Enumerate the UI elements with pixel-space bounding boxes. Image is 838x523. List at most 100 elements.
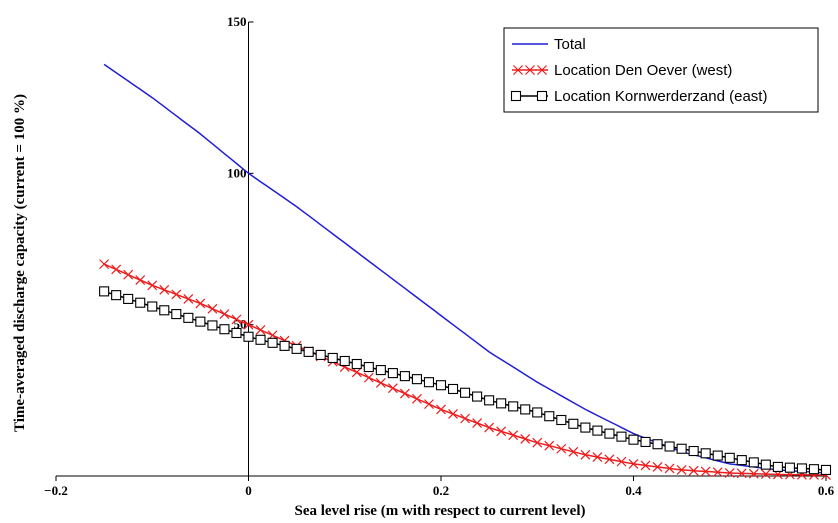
- data-point: [267, 337, 278, 348]
- data-point: [520, 433, 531, 444]
- data-point: [496, 398, 507, 409]
- x-tick-label: 0.6: [818, 483, 835, 498]
- data-point: [664, 441, 675, 452]
- data-point: [628, 434, 639, 445]
- data-point: [111, 264, 122, 275]
- data-point: [219, 324, 230, 335]
- x-axis-title: Sea level rise (m with respect to curren…: [294, 503, 585, 519]
- data-point: [580, 422, 591, 433]
- data-point: [123, 293, 134, 304]
- data-point: [411, 374, 422, 385]
- data-point: [423, 377, 435, 388]
- y-axis-title: Time-averaged discharge capacity (curren…: [12, 94, 28, 432]
- data-point: [676, 465, 687, 475]
- data-point: [399, 388, 410, 399]
- data-point: [796, 463, 807, 474]
- data-point: [808, 464, 820, 475]
- data-point: [351, 367, 362, 378]
- data-point: [351, 358, 362, 370]
- data-point: [520, 404, 531, 415]
- data-point: [544, 440, 555, 451]
- x-tick-label: 0.2: [433, 483, 449, 498]
- data-point: [736, 455, 747, 466]
- data-point: [760, 469, 771, 480]
- data-point: [556, 443, 567, 454]
- data-point: [616, 456, 627, 467]
- data-point: [712, 467, 723, 478]
- data-point: [784, 462, 795, 473]
- legend: Total Location Den Oever (west) Location K…: [503, 27, 819, 113]
- legend-marker: [537, 65, 547, 75]
- data-point: [183, 294, 194, 304]
- data-point: [231, 327, 242, 339]
- data-point: [760, 459, 771, 470]
- x-tick-label: 0: [245, 483, 252, 498]
- data-point: [207, 303, 218, 314]
- data-point: [447, 383, 459, 395]
- data-point: [580, 449, 591, 460]
- data-point: [652, 461, 663, 472]
- data-point: [748, 457, 759, 468]
- data-point: [544, 411, 555, 422]
- data-point: [363, 372, 374, 383]
- data-point: [724, 468, 735, 478]
- legend-swatch: [512, 65, 548, 75]
- series-3: [99, 286, 832, 475]
- data-point: [772, 461, 783, 472]
- data-point: [375, 378, 386, 388]
- data-point: [688, 445, 699, 457]
- data-point: [532, 407, 543, 418]
- data-point: [604, 454, 615, 465]
- series-layer: [99, 63, 832, 481]
- data-point: [375, 365, 386, 376]
- legend-marker: [525, 65, 535, 75]
- data-point: [676, 443, 687, 454]
- data-point: [159, 284, 170, 295]
- data-point: [724, 452, 735, 463]
- data-point: [219, 309, 230, 319]
- legend-marker: [536, 90, 548, 102]
- data-point: [399, 371, 410, 382]
- data-point: [460, 387, 471, 398]
- data-point: [195, 316, 206, 327]
- x-tick-label: 0.4: [625, 483, 642, 498]
- data-point: [508, 430, 519, 441]
- data-point: [568, 418, 579, 429]
- data-point: [592, 452, 603, 463]
- data-point: [255, 325, 266, 335]
- legend-marker: [513, 65, 523, 75]
- data-point: [183, 312, 194, 323]
- data-point: [412, 393, 422, 404]
- data-point: [279, 340, 290, 351]
- data-point: [363, 361, 374, 373]
- data-point: [436, 404, 446, 415]
- data-point: [700, 466, 711, 477]
- data-point: [135, 297, 146, 308]
- data-point: [496, 426, 507, 437]
- data-point: [568, 446, 579, 457]
- data-point: [243, 331, 254, 342]
- data-point: [339, 355, 350, 367]
- data-point: [820, 464, 832, 475]
- data-point: [327, 352, 338, 364]
- data-point: [99, 286, 110, 297]
- data-point: [628, 458, 639, 469]
- x-tick-label: −0.2: [44, 483, 68, 498]
- data-point: [616, 431, 627, 442]
- data-point: [700, 448, 711, 459]
- data-point: [448, 409, 458, 419]
- data-point: [664, 463, 675, 474]
- data-point: [460, 413, 470, 424]
- data-point: [652, 439, 663, 450]
- data-point: [604, 428, 615, 439]
- data-point: [424, 399, 434, 410]
- legend-label: Location Kornwerderzand (east): [554, 88, 767, 105]
- data-point: [736, 468, 747, 479]
- data-point: [484, 395, 495, 406]
- data-point: [640, 436, 651, 448]
- data-point: [291, 343, 302, 354]
- data-point: [484, 422, 495, 433]
- data-point: [435, 380, 447, 391]
- data-point: [111, 290, 122, 301]
